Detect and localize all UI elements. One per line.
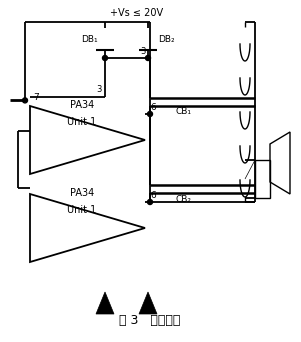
Polygon shape bbox=[30, 194, 145, 262]
Text: +Vs ≤ 20V: +Vs ≤ 20V bbox=[110, 8, 163, 18]
Circle shape bbox=[147, 199, 153, 205]
Circle shape bbox=[147, 111, 153, 117]
Text: 7: 7 bbox=[33, 93, 39, 102]
Text: DB₁: DB₁ bbox=[81, 35, 97, 43]
Text: 6: 6 bbox=[150, 103, 156, 111]
Text: 图 3   自举电路: 图 3 自举电路 bbox=[119, 314, 181, 327]
Text: Unit 1: Unit 1 bbox=[67, 117, 97, 127]
Bar bbox=[255, 160, 270, 198]
Circle shape bbox=[103, 55, 107, 61]
Polygon shape bbox=[139, 292, 157, 314]
Text: 3: 3 bbox=[97, 86, 102, 94]
Text: PA34: PA34 bbox=[70, 188, 94, 198]
Text: 3: 3 bbox=[141, 47, 146, 55]
Text: 6: 6 bbox=[150, 190, 156, 199]
Polygon shape bbox=[96, 292, 114, 314]
Circle shape bbox=[23, 98, 27, 103]
Polygon shape bbox=[30, 106, 145, 174]
Text: PA34: PA34 bbox=[70, 100, 94, 110]
Text: CB₁: CB₁ bbox=[175, 107, 191, 117]
Text: Unit 1: Unit 1 bbox=[67, 205, 97, 215]
Text: DB₂: DB₂ bbox=[158, 35, 174, 43]
Text: CB₂: CB₂ bbox=[175, 195, 191, 203]
Circle shape bbox=[145, 55, 150, 61]
